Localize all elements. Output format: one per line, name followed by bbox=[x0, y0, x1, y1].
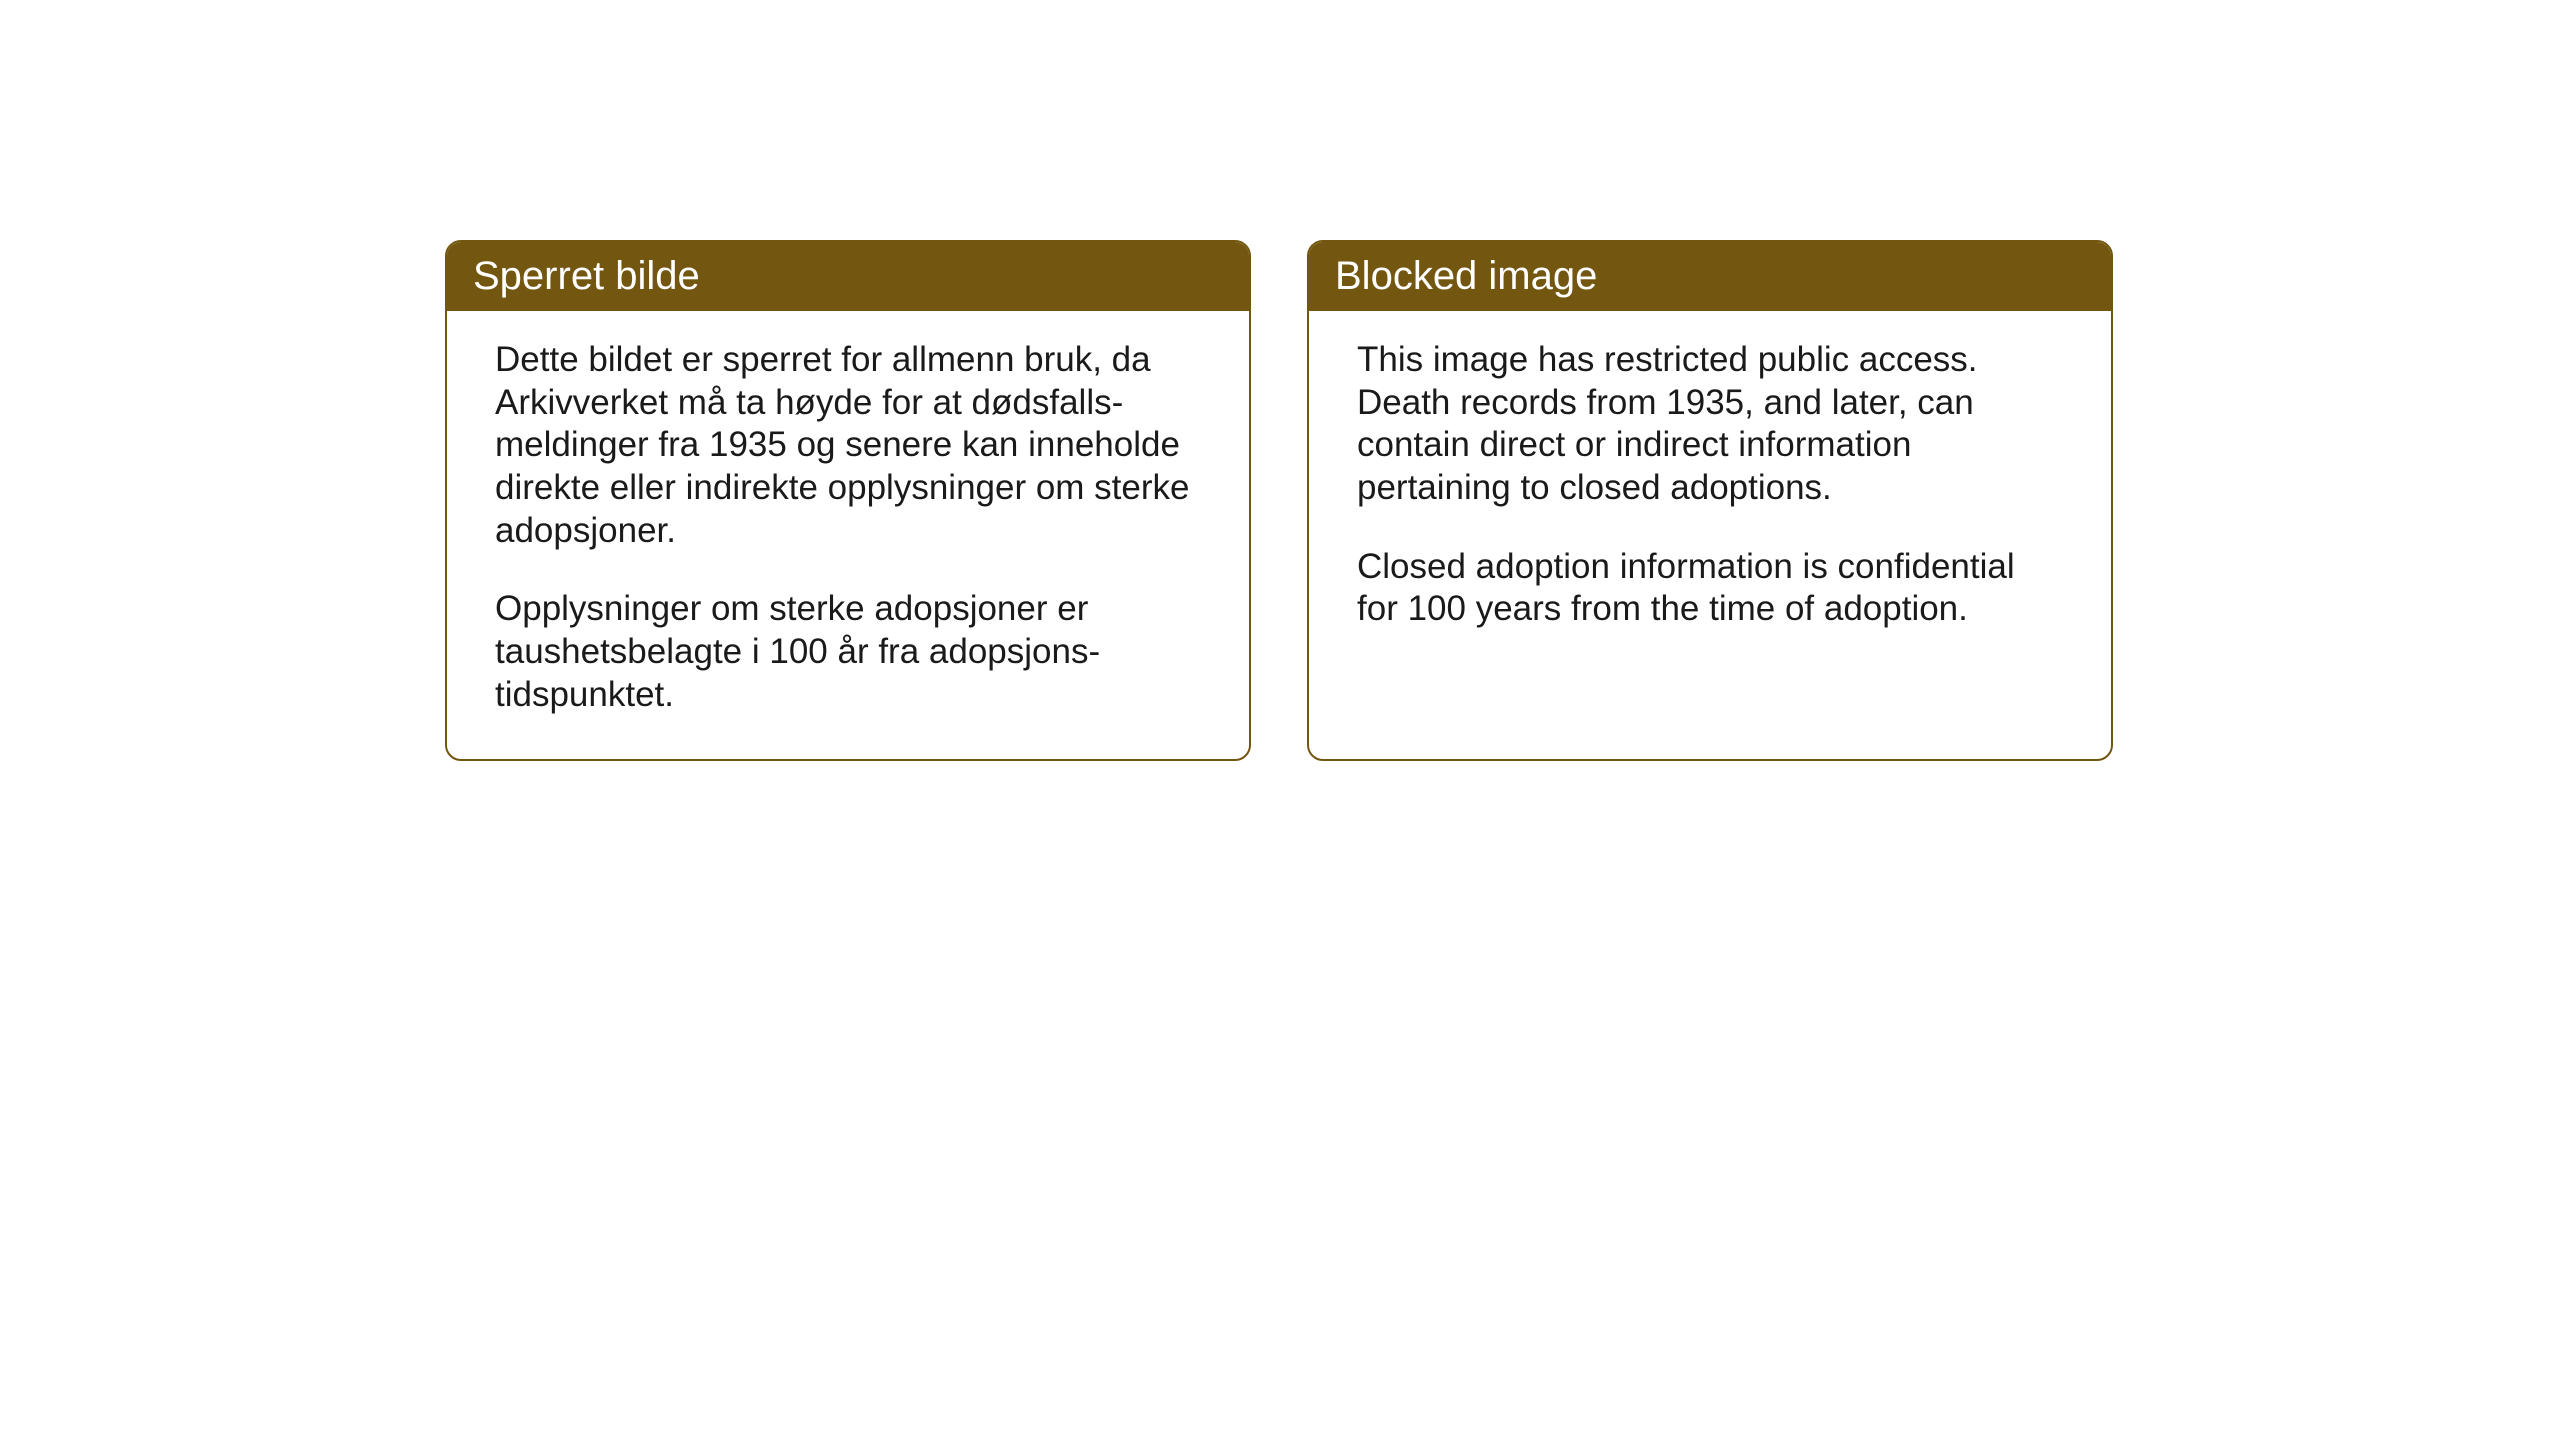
card-norwegian: Sperret bilde Dette bildet er sperret fo… bbox=[445, 240, 1251, 761]
card-paragraph-1-no: Dette bildet er sperret for allmenn bruk… bbox=[495, 339, 1201, 552]
card-english: Blocked image This image has restricted … bbox=[1307, 240, 2113, 761]
card-header-english: Blocked image bbox=[1309, 242, 2111, 311]
card-paragraph-2-no: Opplysninger om sterke adopsjoner er tau… bbox=[495, 588, 1201, 716]
card-body-norwegian: Dette bildet er sperret for allmenn bruk… bbox=[447, 311, 1249, 759]
cards-container: Sperret bilde Dette bildet er sperret fo… bbox=[0, 0, 2560, 761]
card-body-english: This image has restricted public access.… bbox=[1309, 311, 2111, 673]
card-paragraph-2-en: Closed adoption information is confident… bbox=[1357, 546, 2063, 631]
card-header-norwegian: Sperret bilde bbox=[447, 242, 1249, 311]
card-paragraph-1-en: This image has restricted public access.… bbox=[1357, 339, 2063, 510]
